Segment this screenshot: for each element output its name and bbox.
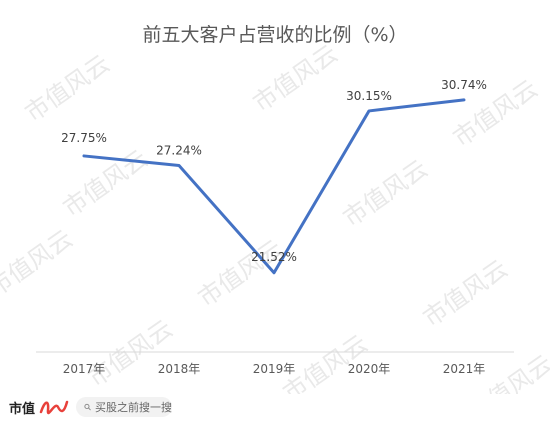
x-tick-label: 2018年 (158, 362, 201, 376)
x-tick-label: 2019年 (253, 362, 296, 376)
search-icon (84, 403, 91, 411)
watermark-text: 市值风云 (83, 314, 178, 392)
data-label: 30.74% (441, 78, 487, 92)
x-tick-labels: 2017年 2018年 2019年 2020年 2021年 (63, 362, 486, 376)
data-label: 27.24% (156, 144, 202, 158)
watermark-text: 市值风云 (58, 144, 153, 222)
x-tick-label: 2021年 (443, 362, 486, 376)
data-label: 30.15% (346, 89, 392, 103)
brand-logo-icon (39, 400, 69, 415)
data-labels: 27.75% 27.24% 21.52% 30.15% 30.74% (61, 78, 487, 264)
x-tick-label: 2017年 (63, 362, 106, 376)
search-box[interactable]: 买股之前搜一搜 (76, 397, 172, 417)
x-tick-label: 2020年 (348, 362, 391, 376)
watermark-text: 市值风云 (418, 254, 513, 332)
series-line (82, 98, 466, 275)
data-label: 27.75% (61, 131, 107, 145)
search-placeholder: 买股之前搜一搜 (95, 401, 172, 414)
watermark-text: 市值风云 (338, 154, 433, 232)
brand-logo-text: 市值 (9, 402, 36, 417)
watermark-text: 市值风云 (0, 224, 78, 302)
footer-bar: 市值 买股之前搜一搜 (0, 394, 550, 423)
watermark-text: 市值风云 (248, 39, 343, 117)
watermark-text: 市值风云 (20, 49, 115, 127)
chart-title: 前五大客户占营收的比例（%） (142, 24, 407, 46)
data-label: 21.52% (251, 250, 297, 264)
